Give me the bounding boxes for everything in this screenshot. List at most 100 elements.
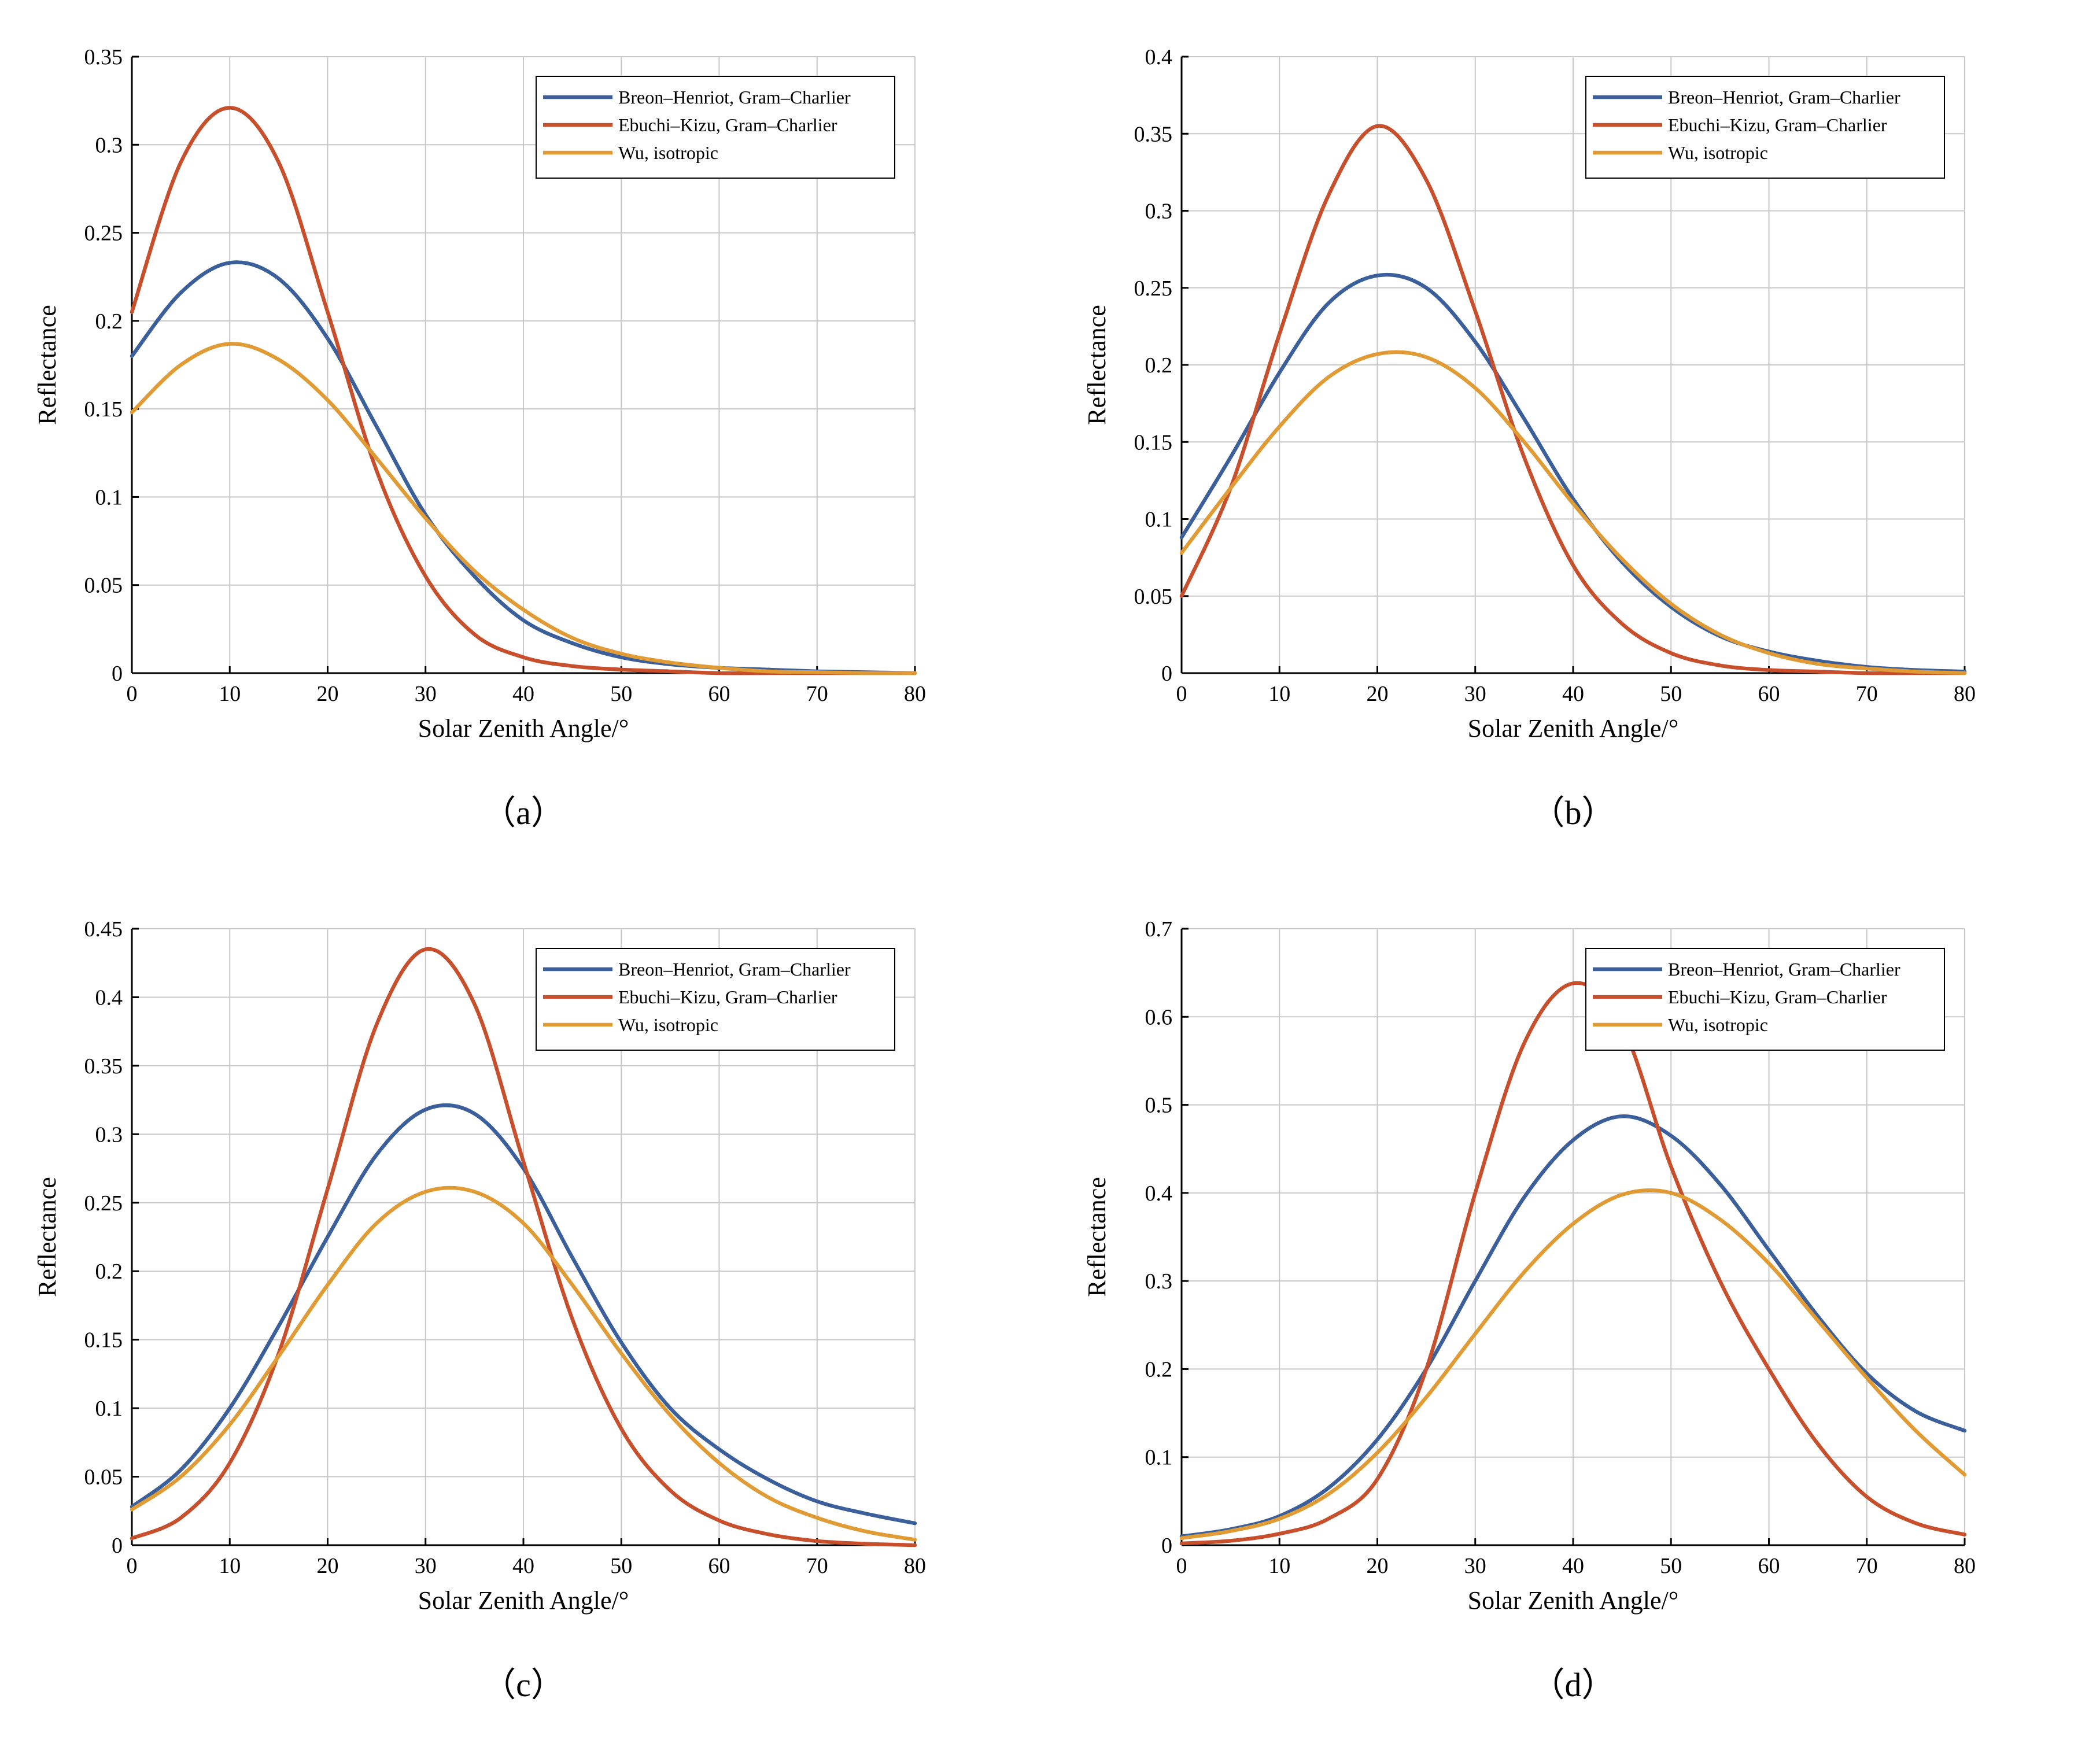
y-axis-label: Reflectance bbox=[33, 305, 61, 425]
x-tick-label: 80 bbox=[904, 682, 926, 706]
y-tick-label: 0.15 bbox=[84, 397, 123, 422]
legend-label: Wu, isotropic bbox=[618, 142, 718, 163]
legend-label: Breon–Henriot, Gram–Charlier bbox=[1668, 87, 1900, 108]
series-line-wu bbox=[130, 342, 917, 675]
x-tick-label: 20 bbox=[317, 682, 339, 706]
chart-panel-a: 0 10 20 30 40 50 60 70 80 0 0.05 0.1 0.15 0.2 0.25 0.3 0… bbox=[0, 0, 1050, 872]
chart-svg: 0 10 20 30 40 50 60 70 80 0 0.05 0.1 0.15 0.2 0.25 0.3 0… bbox=[1083, 45, 1976, 832]
legend: Breon–Henriot, Gram–Charlier Ebuchi–Kizu,… bbox=[536, 948, 895, 1051]
legend-label: Wu, isotropic bbox=[618, 1014, 718, 1035]
x-tick-label: 50 bbox=[1660, 1554, 1682, 1578]
panel-caption: （b） bbox=[1531, 794, 1615, 832]
y-tick-label: 0 bbox=[112, 1534, 123, 1558]
x-tick-label: 50 bbox=[610, 1554, 632, 1578]
legend: Breon–Henriot, Gram–Charlier Ebuchi–Kizu,… bbox=[536, 76, 895, 179]
x-tick-label: 60 bbox=[1758, 1554, 1780, 1578]
legend-label: Ebuchi–Kizu, Gram–Charlier bbox=[618, 987, 837, 1007]
x-tick-label: 30 bbox=[415, 682, 437, 706]
y-tick-label: 0.6 bbox=[1145, 1005, 1173, 1029]
y-tick-label: 0.1 bbox=[1145, 1446, 1173, 1470]
series-line-ebuchi bbox=[130, 947, 917, 1547]
series-line-wu bbox=[1179, 350, 1967, 675]
x-tick-label: 30 bbox=[1464, 1554, 1486, 1578]
legend-label: Wu, isotropic bbox=[1668, 1014, 1768, 1035]
y-tick-label: 0.35 bbox=[84, 45, 123, 69]
legend-label: Breon–Henriot, Gram–Charlier bbox=[1668, 959, 1900, 980]
legend-box bbox=[536, 76, 895, 179]
y-axis-label: Reflectance bbox=[33, 1177, 61, 1297]
y-tick-label: 0.4 bbox=[1145, 45, 1173, 69]
y-tick-label: 0 bbox=[1161, 662, 1172, 686]
x-axis-label: Solar Zenith Angle/° bbox=[1468, 714, 1679, 743]
y-tick-label: 0.7 bbox=[1145, 917, 1173, 941]
y-tick-label: 0.25 bbox=[84, 1191, 123, 1216]
x-tick-label: 30 bbox=[415, 1554, 437, 1578]
series-line-ebuchi bbox=[1179, 981, 1967, 1546]
y-tick-label: 0.15 bbox=[1134, 430, 1173, 455]
y-tick-label: 0.3 bbox=[1145, 1269, 1173, 1294]
legend-label: Ebuchi–Kizu, Gram–Charlier bbox=[618, 115, 837, 135]
legend-label: Wu, isotropic bbox=[1668, 142, 1768, 163]
series-line-breon bbox=[1179, 1114, 1967, 1539]
legend: Breon–Henriot, Gram–Charlier Ebuchi–Kizu,… bbox=[1585, 76, 1945, 179]
x-tick-label: 10 bbox=[1268, 682, 1290, 706]
x-tick-label: 0 bbox=[1176, 1554, 1187, 1578]
legend-label: Ebuchi–Kizu, Gram–Charlier bbox=[1668, 115, 1887, 135]
y-tick-label: 0.05 bbox=[1134, 585, 1173, 609]
x-tick-label: 10 bbox=[219, 1554, 241, 1578]
y-tick-label: 0.35 bbox=[84, 1054, 123, 1079]
x-tick-label: 10 bbox=[219, 682, 241, 706]
legend: Breon–Henriot, Gram–Charlier Ebuchi–Kizu,… bbox=[1585, 948, 1945, 1051]
x-tick-label: 60 bbox=[1758, 682, 1780, 706]
x-tick-label: 0 bbox=[127, 1554, 138, 1578]
legend-label: Ebuchi–Kizu, Gram–Charlier bbox=[1668, 987, 1887, 1007]
y-tick-label: 0.2 bbox=[95, 1260, 123, 1284]
chart-svg: 0 10 20 30 40 50 60 70 80 0 0.05 0.1 0.15 0.2 0.25 0.3 0… bbox=[33, 917, 926, 1704]
panel-caption: （d） bbox=[1531, 1666, 1615, 1704]
x-tick-label: 30 bbox=[1464, 682, 1486, 706]
x-tick-label: 70 bbox=[1856, 1554, 1878, 1578]
y-tick-label: 0.1 bbox=[1145, 508, 1173, 532]
legend-box bbox=[536, 948, 895, 1051]
x-tick-label: 80 bbox=[904, 1554, 926, 1578]
y-tick-label: 0.2 bbox=[95, 309, 123, 334]
x-tick-label: 60 bbox=[708, 682, 730, 706]
y-tick-label: 0.25 bbox=[1134, 276, 1173, 301]
x-axis-label: Solar Zenith Angle/° bbox=[418, 714, 629, 743]
x-tick-label: 60 bbox=[708, 1554, 730, 1578]
x-tick-label: 20 bbox=[1367, 682, 1389, 706]
chart-svg: 0 10 20 30 40 50 60 70 80 0 0.05 0.1 0.15 0.2 0.25 0.3 0… bbox=[33, 45, 926, 832]
chart-panel-c: 0 10 20 30 40 50 60 70 80 0 0.05 0.1 0.15 0.2 0.25 0.3 0… bbox=[0, 872, 1050, 1744]
x-tick-label: 50 bbox=[1660, 682, 1682, 706]
y-tick-label: 0.25 bbox=[84, 221, 123, 246]
x-tick-label: 70 bbox=[1856, 682, 1878, 706]
chart-svg: 0 10 20 30 40 50 60 70 80 0 0.1 0.2 0.3 0.4 0.5 0.6 0.7 S… bbox=[1083, 917, 1976, 1704]
x-tick-label: 80 bbox=[1954, 1554, 1976, 1578]
chart-panel-d: 0 10 20 30 40 50 60 70 80 0 0.1 0.2 0.3 0.4 0.5 0.6 0.7 S… bbox=[1050, 872, 2099, 1744]
y-tick-label: 0.05 bbox=[84, 1465, 123, 1490]
legend-box bbox=[1585, 76, 1945, 179]
x-tick-label: 10 bbox=[1268, 1554, 1290, 1578]
y-tick-label: 0.15 bbox=[84, 1328, 123, 1353]
x-tick-label: 40 bbox=[512, 682, 534, 706]
y-axis-label: Reflectance bbox=[1083, 305, 1111, 425]
y-tick-label: 0.2 bbox=[1145, 1357, 1173, 1382]
x-tick-label: 70 bbox=[806, 1554, 828, 1578]
x-tick-label: 0 bbox=[127, 682, 138, 706]
series-line-breon bbox=[130, 1103, 917, 1526]
y-tick-label: 0.05 bbox=[84, 574, 123, 598]
y-tick-label: 0.5 bbox=[1145, 1094, 1173, 1118]
y-tick-label: 0 bbox=[1161, 1534, 1172, 1558]
chart-panel-b: 0 10 20 30 40 50 60 70 80 0 0.05 0.1 0.15 0.2 0.25 0.3 0… bbox=[1050, 0, 2099, 872]
x-tick-label: 80 bbox=[1954, 682, 1976, 706]
y-tick-label: 0.4 bbox=[95, 985, 123, 1010]
x-tick-label: 40 bbox=[1562, 1554, 1584, 1578]
y-tick-label: 0.3 bbox=[95, 133, 123, 157]
y-tick-label: 0.1 bbox=[95, 1397, 123, 1421]
x-tick-label: 70 bbox=[806, 682, 828, 706]
y-axis-label: Reflectance bbox=[1083, 1177, 1111, 1297]
y-tick-label: 0 bbox=[112, 662, 123, 686]
series-line-wu bbox=[130, 1185, 917, 1542]
legend-box bbox=[1585, 948, 1945, 1051]
x-tick-label: 40 bbox=[1562, 682, 1584, 706]
